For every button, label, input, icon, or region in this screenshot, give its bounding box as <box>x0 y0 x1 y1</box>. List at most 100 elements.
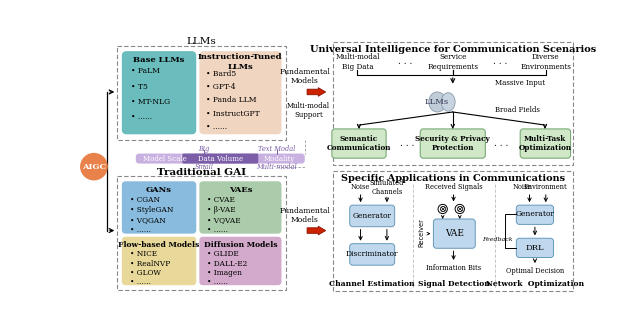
Text: Big: Big <box>198 145 210 153</box>
FancyBboxPatch shape <box>516 205 554 224</box>
Text: • ......: • ...... <box>129 226 150 234</box>
Text: Information Bits: Information Bits <box>426 264 481 272</box>
FancyBboxPatch shape <box>122 237 196 285</box>
Text: Generator: Generator <box>515 211 554 218</box>
Text: Flow-based Models: Flow-based Models <box>118 241 200 249</box>
Text: • GLOW: • GLOW <box>129 269 161 277</box>
Text: . . .: . . . <box>400 139 414 148</box>
Text: • StyleGAN: • StyleGAN <box>129 206 173 214</box>
Text: Data Volume: Data Volume <box>198 154 243 163</box>
Text: Multi-Task
Optimization: Multi-Task Optimization <box>518 135 572 152</box>
Text: Diverse
Environments: Diverse Environments <box>520 53 572 71</box>
FancyBboxPatch shape <box>136 153 305 164</box>
Text: Text Modal: Text Modal <box>258 145 296 153</box>
FancyBboxPatch shape <box>520 129 571 158</box>
Text: GANs: GANs <box>146 186 172 194</box>
Text: • NICE: • NICE <box>129 250 157 258</box>
FancyBboxPatch shape <box>182 153 259 164</box>
Bar <box>333 171 573 291</box>
Text: Environment: Environment <box>524 183 568 191</box>
Text: Fundamental
Models: Fundamental Models <box>279 68 330 85</box>
Text: Universal Intelligence for Communication Scenarios: Universal Intelligence for Communication… <box>310 45 596 54</box>
Text: Noise: Noise <box>513 183 532 191</box>
Text: LLMs: LLMs <box>187 37 216 47</box>
Text: . . .: . . . <box>493 139 508 148</box>
Text: Receiver: Receiver <box>418 218 424 247</box>
Bar <box>117 176 286 290</box>
Circle shape <box>438 204 447 214</box>
Text: Service
Requirements: Service Requirements <box>428 53 478 71</box>
Text: • GLIDE: • GLIDE <box>207 250 239 258</box>
FancyBboxPatch shape <box>199 237 282 285</box>
Text: • ......: • ...... <box>207 226 228 234</box>
Bar <box>117 46 286 140</box>
Text: Noise: Noise <box>351 183 370 191</box>
Text: • β-VAE: • β-VAE <box>207 206 236 214</box>
Text: . . .: . . . <box>398 57 413 66</box>
Text: • T5: • T5 <box>131 82 148 90</box>
Text: VAEs: VAEs <box>228 186 252 194</box>
FancyBboxPatch shape <box>433 219 476 248</box>
Text: . . .: . . . <box>493 57 508 66</box>
Text: Modality: Modality <box>264 154 295 163</box>
FancyBboxPatch shape <box>349 205 395 227</box>
FancyBboxPatch shape <box>349 244 395 265</box>
Text: Multi-modal
Support: Multi-modal Support <box>287 102 330 119</box>
Text: VAE: VAE <box>445 229 464 238</box>
Text: Generator: Generator <box>353 212 392 220</box>
Text: • ......: • ...... <box>129 278 150 286</box>
Circle shape <box>455 204 465 214</box>
Polygon shape <box>307 88 326 96</box>
FancyBboxPatch shape <box>122 181 196 234</box>
Text: • VQVAE: • VQVAE <box>207 216 241 224</box>
Text: Security & Privacy
Protection: Security & Privacy Protection <box>415 135 490 152</box>
Text: • ......: • ...... <box>207 278 228 286</box>
Text: • VQGAN: • VQGAN <box>129 216 165 224</box>
Text: ⊗: ⊗ <box>438 205 447 214</box>
Text: • ......: • ...... <box>205 123 227 131</box>
Text: Optimal Decision: Optimal Decision <box>506 267 564 275</box>
Text: Base LLMs: Base LLMs <box>133 56 185 64</box>
Text: • Imagen: • Imagen <box>207 269 242 277</box>
FancyBboxPatch shape <box>122 51 196 134</box>
Text: • MT-NLG: • MT-NLG <box>131 98 170 106</box>
Text: Multi-modal: Multi-modal <box>257 163 297 171</box>
Ellipse shape <box>429 92 446 112</box>
Text: ⊗: ⊗ <box>456 205 464 214</box>
Text: Specific Applications in Communications: Specific Applications in Communications <box>340 174 565 183</box>
Text: Model Scale: Model Scale <box>143 154 187 163</box>
Text: DRL: DRL <box>525 244 544 251</box>
Text: Fundamental
Models: Fundamental Models <box>279 207 330 224</box>
Text: Discriminator: Discriminator <box>346 250 399 258</box>
Text: • CVAE: • CVAE <box>207 196 235 204</box>
Text: • DALL-E2: • DALL-E2 <box>207 260 247 268</box>
Text: • Bard5: • Bard5 <box>205 70 236 78</box>
Text: Traditional GAI: Traditional GAI <box>157 168 246 177</box>
FancyBboxPatch shape <box>516 238 554 257</box>
FancyBboxPatch shape <box>199 181 282 234</box>
FancyBboxPatch shape <box>199 51 282 134</box>
Circle shape <box>81 153 107 180</box>
FancyBboxPatch shape <box>332 129 386 158</box>
Text: Massive Input: Massive Input <box>495 79 545 87</box>
Text: • PaLM: • PaLM <box>131 67 160 75</box>
Text: • RealNVP: • RealNVP <box>129 260 170 268</box>
Bar <box>333 42 573 165</box>
Text: • ......: • ...... <box>131 114 152 121</box>
Text: Instruction-Tuned
LLMs: Instruction-Tuned LLMs <box>198 53 283 71</box>
Text: LLMs: LLMs <box>424 98 448 106</box>
Text: • Panda LLM: • Panda LLM <box>205 96 256 104</box>
Text: Small: Small <box>195 163 214 171</box>
Text: • GPT-4: • GPT-4 <box>205 83 235 91</box>
FancyBboxPatch shape <box>420 129 485 158</box>
Text: • InstructGPT: • InstructGPT <box>205 110 259 117</box>
Text: Simulated
Channels: Simulated Channels <box>370 179 404 196</box>
Ellipse shape <box>441 93 455 111</box>
Polygon shape <box>307 226 326 235</box>
Text: Received Signals: Received Signals <box>425 183 483 191</box>
Text: Multi-modal
Big Data: Multi-modal Big Data <box>335 53 380 71</box>
Text: Feedback: Feedback <box>483 237 513 242</box>
Text: Diffusion Models: Diffusion Models <box>204 241 277 249</box>
Text: • CGAN: • CGAN <box>129 196 159 204</box>
Text: Semantic
Communication: Semantic Communication <box>327 135 391 152</box>
